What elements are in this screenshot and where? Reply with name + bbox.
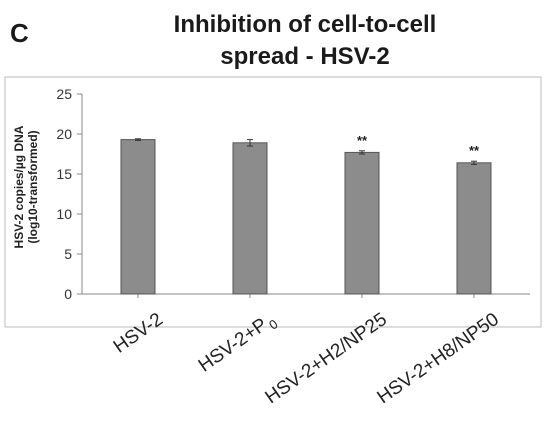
y-tick-label: 15 [56,166,72,182]
y-tick-label: 10 [56,206,72,222]
bar [344,151,380,295]
y-tick-label: 20 [56,126,72,142]
chart-title-line-1: Inhibition of cell-to-cell [173,11,437,38]
y-axis-label-line-1: HSV-2 copies/µg DNA [12,125,26,248]
y-axis-label-line-2: (log10-transformed) [26,130,40,243]
y-axis-label: HSV-2 copies/µg DNA (log10-transformed) [12,125,40,248]
x-tick-label: HSV-2+H8/NP50 [374,309,503,408]
x-tick-label: HSV-2+H2/NP25 [262,309,391,408]
bar [232,142,268,295]
bar [120,139,156,295]
y-tick-label: 0 [64,286,72,302]
significance-marker: ** [469,143,480,158]
panel-label: C [10,18,29,48]
significance-marker: ** [357,133,368,148]
chart-title-line-2: spread - HSV-2 [220,43,390,70]
x-tick-label: HSV-2 [110,309,167,358]
x-tick-label: HSV-2+P0 [195,309,281,379]
bar [456,162,492,295]
y-tick-label: 5 [64,246,72,262]
y-tick-label: 25 [56,86,72,102]
plot-frame [4,76,542,328]
